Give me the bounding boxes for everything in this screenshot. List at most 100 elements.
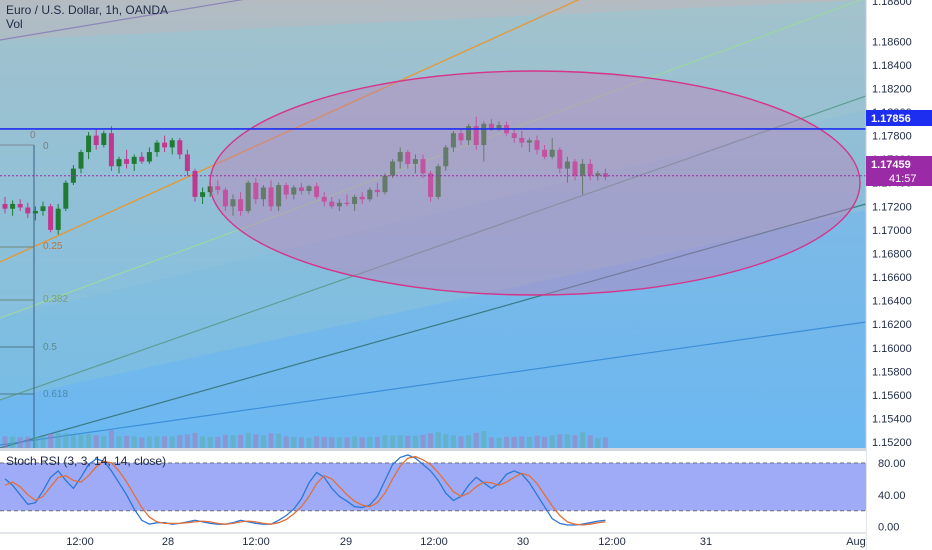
- candle: [200, 187, 206, 204]
- price-tick-label: 1.16200: [872, 319, 912, 331]
- volume-bar: [253, 434, 259, 448]
- volume-bar: [230, 435, 236, 448]
- candle: [321, 192, 327, 207]
- pane-separator[interactable]: [0, 448, 866, 451]
- volume-bar: [184, 434, 190, 448]
- volume-bar: [580, 432, 586, 448]
- volume-bar: [564, 434, 570, 448]
- volume-bar: [511, 436, 517, 448]
- stoch-k-line: [4, 454, 606, 526]
- price-axis-panel[interactable]: [866, 0, 932, 550]
- candle-body: [146, 152, 152, 162]
- candle: [78, 149, 84, 174]
- candle-body: [466, 126, 472, 141]
- candle: [184, 149, 190, 176]
- candle: [230, 194, 236, 216]
- volume-bar: [390, 435, 396, 448]
- candle-body: [55, 208, 61, 230]
- bar-countdown-text: 41:57: [889, 173, 917, 185]
- price-tick-top-partial: 1.18800: [872, 0, 912, 8]
- candle: [222, 187, 228, 212]
- blue-line-price-text: 1.17856: [871, 113, 911, 125]
- candle-body: [420, 159, 426, 174]
- volume-bar: [306, 437, 312, 448]
- volume-bar: [200, 436, 206, 448]
- symbol-title: Euro / U.S. Dollar, 1h, OANDA: [6, 3, 168, 17]
- candle-body: [298, 187, 304, 191]
- candle: [526, 137, 532, 153]
- candle-body: [184, 154, 190, 171]
- volume-bar: [169, 436, 175, 448]
- candle: [245, 180, 251, 214]
- candle-body: [276, 185, 282, 207]
- candle-body: [2, 203, 8, 209]
- volume-bar: [86, 434, 92, 448]
- candle-body: [245, 182, 251, 212]
- volume-bar: [526, 436, 532, 448]
- candle-body: [374, 189, 380, 193]
- candle-body: [222, 189, 228, 207]
- price-tick-label: 1.15600: [872, 390, 912, 402]
- candle: [268, 180, 274, 212]
- fan-line-orange: [0, 0, 580, 263]
- ellipse-annotation[interactable]: [209, 70, 861, 296]
- indicator-tick-label: 80.00: [878, 458, 906, 470]
- candle-body: [93, 135, 99, 146]
- candle-body: [40, 206, 46, 212]
- volume-bar: [435, 432, 441, 448]
- time-axis-panel[interactable]: [0, 533, 866, 550]
- volume-bar: [78, 434, 84, 448]
- candle: [557, 147, 563, 174]
- volume-bar: [542, 436, 548, 448]
- candle: [549, 137, 555, 160]
- candle-body: [450, 133, 456, 148]
- candle: [291, 185, 297, 200]
- time-tick-label: 12:00: [66, 536, 94, 548]
- fan-line-blue: [0, 321, 866, 446]
- candle-body: [131, 156, 137, 164]
- candle: [534, 135, 540, 155]
- candle: [374, 182, 380, 197]
- candle: [382, 173, 388, 195]
- candle-body: [124, 159, 130, 164]
- candle-body: [359, 196, 365, 200]
- volume-bar: [458, 436, 464, 448]
- price-tick-label: 1.18400: [872, 60, 912, 72]
- stoch-d-line: [4, 455, 606, 526]
- candle: [283, 182, 289, 200]
- candle: [352, 194, 358, 212]
- volume-bar: [314, 436, 320, 448]
- price-tick-label: 1.15200: [872, 437, 912, 449]
- volume-bar: [359, 437, 365, 448]
- volume-bar: [420, 434, 426, 448]
- volume-bar: [329, 437, 335, 448]
- candle-body: [542, 149, 548, 157]
- candle-body: [526, 140, 532, 143]
- pitchfork-band-lower: [0, 210, 866, 448]
- candle-body: [534, 140, 540, 150]
- blue-line-price-tag: [866, 110, 932, 126]
- candle: [17, 199, 23, 212]
- volume-bar: [397, 435, 403, 448]
- time-tick-label: 30: [517, 536, 529, 548]
- candle-body: [268, 187, 274, 207]
- candle: [192, 168, 198, 202]
- fan-line-green: [0, 0, 863, 319]
- candle: [542, 145, 548, 160]
- candle-body: [602, 173, 608, 177]
- volume-bar: [519, 436, 525, 448]
- volume-bar: [25, 436, 31, 448]
- volume-bar: [63, 433, 69, 448]
- candle-body: [283, 185, 289, 195]
- indicator-tick-label: 40.00: [878, 490, 906, 502]
- candle-body: [321, 196, 327, 202]
- volume-bar: [602, 437, 608, 448]
- candle: [116, 156, 122, 174]
- volume-bar: [124, 435, 130, 448]
- volume-bar: [352, 436, 358, 448]
- candle-body: [564, 161, 570, 169]
- candle-body: [139, 156, 145, 162]
- candle: [564, 156, 570, 183]
- volume-bar: [428, 433, 434, 448]
